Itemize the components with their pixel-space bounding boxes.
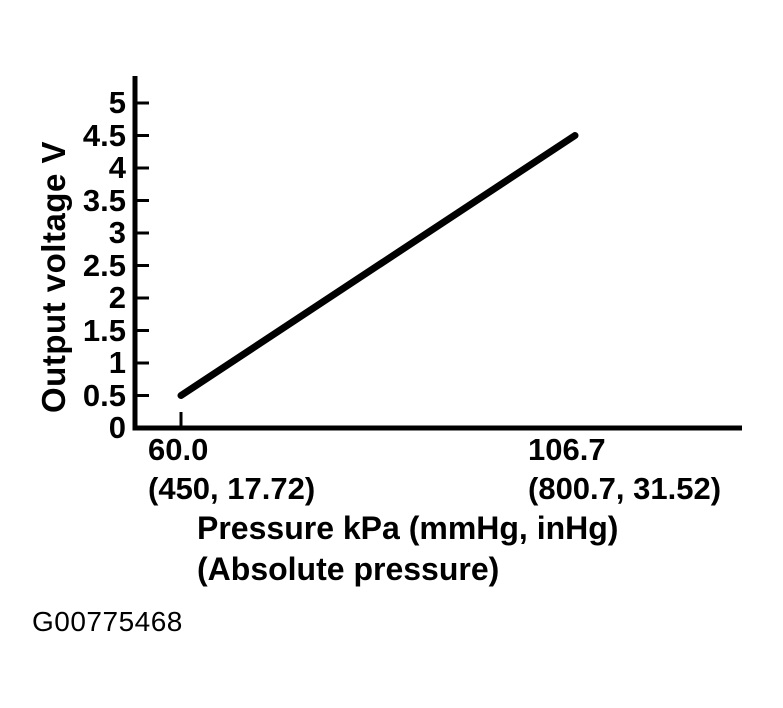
y-tick-label: 1.5 [82, 312, 126, 348]
x-axis-title-line2: (Absolute pressure) [197, 551, 500, 587]
x-tick-high-kpa-label: 106.7 [528, 432, 606, 467]
y-tick-label: 2 [108, 280, 126, 315]
data-line [177, 132, 579, 399]
y-tick-label: 3 [108, 215, 126, 250]
x-axis-title-line1: Pressure kPa (mmHg, inHg) [197, 510, 619, 546]
x-tick-high: 106.7 (800.7, 31.52) [528, 430, 721, 508]
y-tick-label: 0 [108, 410, 126, 445]
x-axis-title: Pressure kPa (mmHg, inHg) (Absolute pres… [197, 508, 618, 590]
x-tick-low-kpa-label: 60.0 [148, 432, 209, 467]
x-tick-high-mmhg-inhg-label: (800.7, 31.52) [528, 471, 722, 506]
y-tick-label: 0.5 [82, 377, 126, 413]
y-tick-label: 4 [108, 150, 126, 185]
y-tick-label: 5 [108, 85, 126, 120]
y-tick-label: 1 [108, 345, 126, 380]
y-tick-label: 3.5 [82, 182, 126, 218]
x-tick-low-mmhg-inhg-label: (450, 17.72) [148, 471, 316, 506]
x-tick-low: 60.0 (450, 17.72) [148, 430, 315, 508]
figure-code: G00775468 [32, 606, 183, 637]
y-tick-label: 2.5 [82, 247, 126, 283]
y-tick-label: 4.5 [82, 117, 126, 153]
